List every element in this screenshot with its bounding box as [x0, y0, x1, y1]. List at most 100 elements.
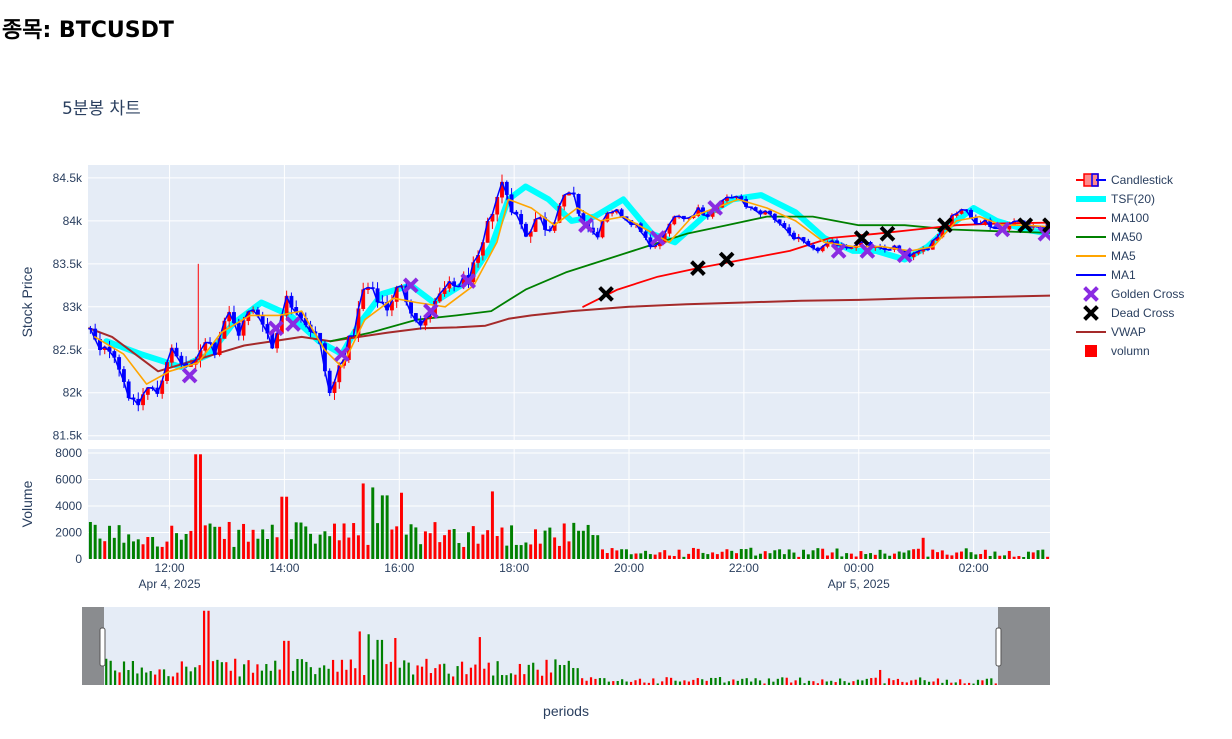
volume-bar: [806, 554, 810, 559]
range-slider-bar: [443, 663, 446, 685]
range-slider-bar: [616, 680, 619, 685]
range-slider-bar: [176, 672, 179, 685]
golden-cross-marker: [334, 346, 350, 362]
volume-bar: [1036, 550, 1040, 559]
volume-bar: [112, 537, 116, 559]
range-slider-bar: [807, 680, 811, 685]
range-slider-bar: [354, 668, 357, 685]
legend-item-golden-cross[interactable]: Golden Cross: [1083, 286, 1184, 302]
volume-bar: [376, 523, 380, 559]
x-tick-label: 02:00: [959, 561, 989, 575]
golden-cross-marker: [285, 316, 301, 332]
range-slider-bar: [732, 679, 735, 685]
range-slider-bar: [567, 660, 570, 685]
range-slider-bar: [505, 675, 508, 685]
range-slider-bar: [923, 680, 926, 685]
range-slider-bar: [692, 679, 695, 685]
volume-bar: [663, 550, 667, 559]
range-slider-bar: [834, 682, 837, 685]
volume-bar: [270, 524, 274, 559]
volume-bar: [854, 556, 858, 559]
range-slider-bar: [323, 665, 326, 685]
golden-cross-marker: [649, 230, 666, 246]
volume-bar: [404, 534, 408, 559]
ma5-line: [94, 198, 1050, 385]
range-slider-bar: [607, 681, 610, 685]
volume-bar: [845, 553, 849, 559]
volume-bar: [289, 539, 293, 559]
golden-cross-marker: [402, 277, 419, 294]
legend-item-tsf-20-[interactable]: TSF(20): [1076, 192, 1155, 206]
volume-bar: [146, 537, 150, 559]
volume-bar: [677, 549, 681, 559]
volume-bar: [629, 554, 633, 559]
legend-item-ma5[interactable]: MA5: [1076, 249, 1136, 263]
range-slider-handle-right[interactable]: [995, 627, 1002, 667]
range-slider-bar: [963, 683, 966, 685]
range-slider-bar: [283, 640, 286, 685]
range-slider-bar: [856, 679, 859, 685]
volume-bar: [983, 549, 987, 559]
volume-bar: [615, 550, 619, 559]
volume-bar: [299, 522, 303, 559]
price-tick-label: 82k: [63, 386, 83, 400]
range-slider-bar: [211, 661, 215, 685]
volume-bar: [117, 525, 121, 559]
legend-item-candlestick[interactable]: Candlestick: [1076, 173, 1174, 187]
range-slider-bar: [541, 675, 544, 685]
volume-bar: [869, 553, 873, 559]
legend[interactable]: Candlestick TSF(20) MA100 MA50 MA5 MA1 Golden …: [1076, 173, 1184, 358]
dead-cross-marker: [598, 286, 614, 302]
volume-bar: [821, 548, 825, 559]
volume-panel[interactable]: 0 2000 4000 6000 8000: [55, 446, 1050, 566]
price-panel[interactable]: 81.5k 82k 82.5k 83k 83.5k 84k 84.5k: [53, 165, 1055, 443]
range-slider-handle-left[interactable]: [99, 627, 106, 667]
range-slider-bar: [603, 678, 606, 685]
golden-cross-marker: [181, 367, 198, 384]
volume-bar: [524, 542, 528, 559]
range-slider-bar: [447, 673, 450, 685]
legend-item-ma1[interactable]: MA1: [1076, 268, 1136, 282]
volume-bar: [601, 549, 604, 559]
volume-tick-label: 8000: [55, 446, 82, 460]
volume-bar: [309, 533, 313, 559]
volume-bar: [361, 483, 365, 559]
range-slider-bar: [194, 667, 197, 685]
range-slider-bar: [234, 658, 237, 685]
volume-bar: [940, 550, 944, 559]
range-slider[interactable]: [82, 607, 1050, 685]
volume-bar: [1007, 550, 1011, 559]
range-slider-bar: [509, 673, 513, 685]
volume-bar: [261, 529, 265, 559]
range-slider-bar: [959, 679, 962, 685]
volume-bar: [739, 549, 743, 559]
legend-label: VWAP: [1111, 325, 1146, 339]
range-slider-bar: [105, 658, 108, 685]
volume-bar: [830, 552, 834, 559]
volume-bar: [725, 549, 729, 559]
dead-cross-marker: [718, 251, 735, 268]
volume-bar: [969, 552, 973, 559]
volume-bar: [208, 523, 212, 559]
volume-bar: [203, 525, 207, 559]
legend-item-volumn[interactable]: volumn: [1085, 344, 1150, 358]
legend-item-ma50[interactable]: MA50: [1076, 230, 1143, 244]
golden-cross-marker: [460, 273, 477, 289]
volume-bar: [605, 553, 609, 559]
legend-item-vwap[interactable]: VWAP: [1076, 325, 1146, 339]
x-tick-label: 16:00: [384, 561, 414, 575]
range-slider-bar: [661, 681, 664, 685]
range-slider-bar: [741, 678, 744, 685]
volume-bar: [198, 454, 202, 559]
legend-item-dead-cross[interactable]: Dead Cross: [1083, 305, 1174, 321]
range-slider-bar: [167, 676, 170, 685]
dead-cross-marker: [690, 260, 706, 276]
page-heading: 종목: BTCUSDT: [2, 18, 174, 43]
volume-bar: [447, 529, 451, 559]
x-tick-label: 20:00: [614, 561, 644, 575]
range-slider-bar: [696, 678, 699, 685]
range-slider-bar: [229, 670, 232, 685]
legend-item-ma100[interactable]: MA100: [1076, 211, 1149, 225]
volume-bar: [246, 541, 250, 559]
legend-label: TSF(20): [1111, 192, 1155, 206]
